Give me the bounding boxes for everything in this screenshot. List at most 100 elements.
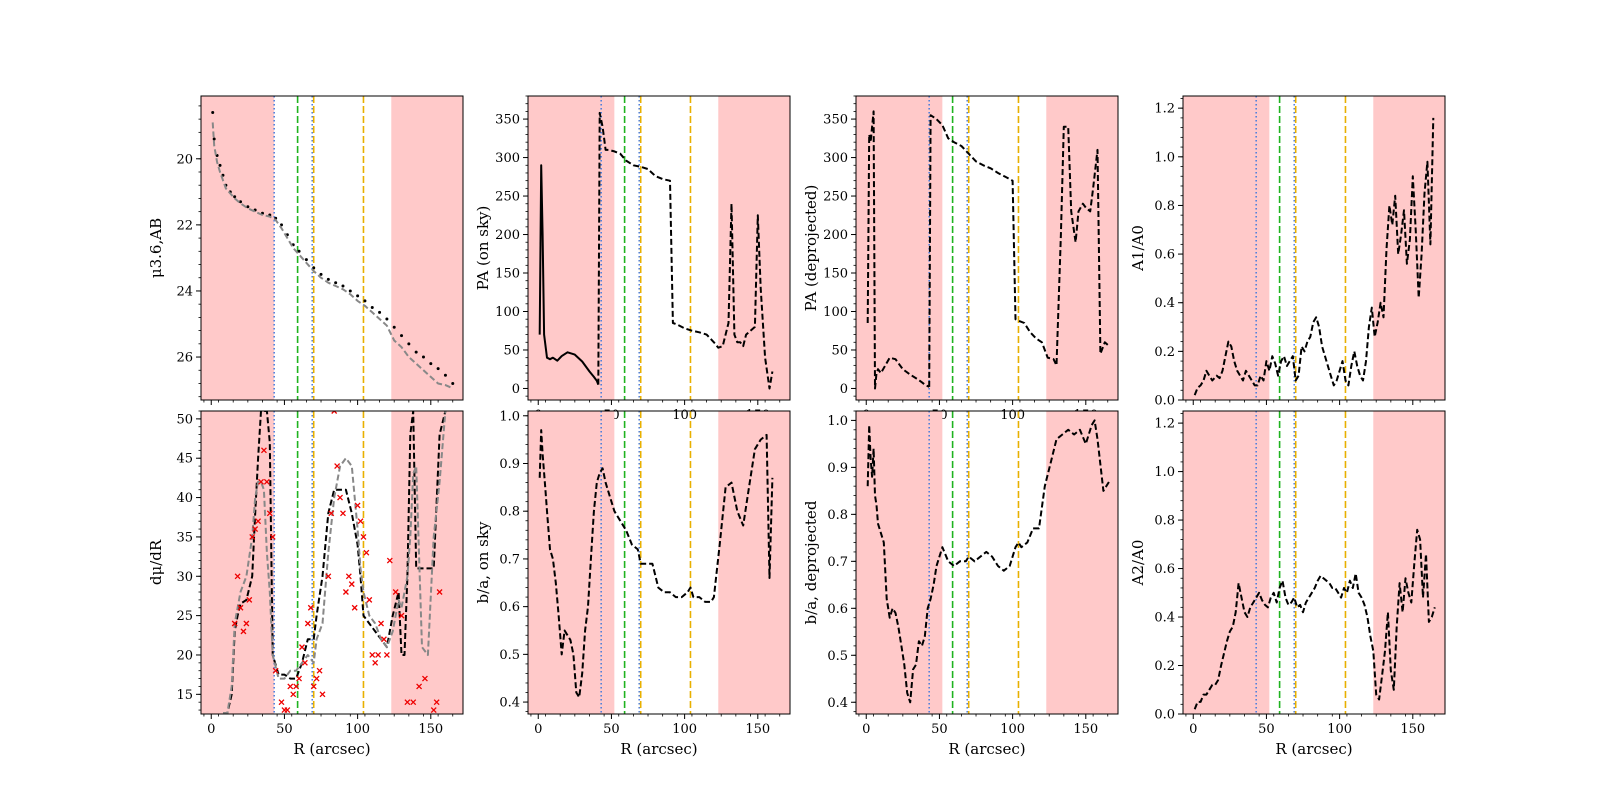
data-point [218, 163, 222, 167]
cross-point [272, 667, 279, 674]
cross-point [258, 478, 264, 485]
data-point [212, 137, 216, 141]
panel-pa-deprojected: 050100150200250300350050100150PA (deproj… [802, 95, 1119, 423]
y-axis-label: A2/A0 [1129, 540, 1147, 587]
cross-point [296, 675, 303, 682]
cross-point [284, 707, 291, 714]
data-point [239, 200, 243, 204]
data-point [421, 355, 425, 359]
panel-surface-brightness: 20 22 24 26 μ3.6,AB [147, 95, 464, 405]
x-tick-label: 50 [1258, 722, 1275, 737]
data-point [392, 325, 396, 329]
data-point [429, 362, 433, 366]
y-tick-label: 1.2 [1154, 417, 1175, 432]
x-tick-label: 150 [418, 722, 443, 737]
y-tick-label: 20 [176, 648, 193, 663]
panel-ba-deprojected: 0.4 0.5 0.6 0.7 0.8 0.9 1.0 0 50 100 150 R (arcsec)… [802, 410, 1119, 758]
series-line-1 [538, 164, 600, 385]
panel-pa-on-sky: 050100150200250300350050100150PA (on sky… [474, 95, 791, 423]
y-axis-label: PA (on sky) [474, 206, 492, 291]
shaded-region-2 [1046, 411, 1118, 714]
cross-point [381, 636, 387, 643]
cross-point [316, 667, 323, 674]
axes-frame [200, 410, 464, 715]
cross-point [304, 620, 311, 627]
axes-frame [1182, 95, 1446, 401]
cross-point [372, 659, 379, 666]
shaded-region-1 [201, 411, 275, 714]
y-tick-label: 250 [495, 190, 520, 205]
x-tick-label: 100 [1000, 722, 1025, 737]
x-tick-label: 150 [745, 722, 770, 737]
cross-point [252, 526, 259, 533]
shaded-region-2 [1046, 96, 1118, 400]
y-tick-label: 200 [823, 228, 848, 243]
cross-point [290, 691, 297, 698]
cross-point [325, 573, 332, 580]
x-tick-label: 150 [1073, 722, 1098, 737]
y-tick-label: 0.4 [1154, 296, 1175, 311]
x-axis-label: R (arcsec) [293, 740, 370, 758]
shaded-region-2 [718, 411, 790, 714]
axes-frame [527, 410, 791, 715]
cross-point [421, 675, 428, 682]
x-tick-label: 100 [672, 722, 697, 737]
cross-point [398, 612, 405, 619]
y-tick-label: 300 [823, 151, 848, 166]
y-tick-label: 1.0 [1154, 465, 1175, 480]
y-tick-label: 50 [503, 343, 520, 358]
data-point [370, 305, 374, 309]
cross-point [340, 510, 346, 517]
series-line-1 [866, 110, 930, 390]
panel-ba-on-sky: 0.4 0.5 0.6 0.7 0.8 0.9 1.0 0 50 100 150 R (arcsec)… [474, 409, 791, 758]
x-axis-label: R (arcsec) [948, 740, 1025, 758]
cross-point [331, 411, 338, 414]
y-tick-label: 15 [176, 688, 193, 703]
y-tick-label: 0.6 [499, 600, 520, 615]
y-tick-label: 50 [831, 343, 848, 358]
y-tick-label: 0.8 [1154, 199, 1175, 214]
cross-point [334, 463, 341, 470]
x-tick-label: 0 [534, 722, 542, 737]
cross-point [392, 589, 399, 595]
data-point [304, 258, 308, 262]
y-tick-label: 0.9 [827, 461, 848, 476]
y-tick-label: 0.2 [1154, 659, 1175, 674]
y-tick-label: 100 [495, 305, 520, 320]
cross-point [430, 707, 437, 714]
x-tick-label: 100 [1000, 408, 1025, 423]
cross-point [301, 659, 308, 666]
y-tick-label: 0.6 [1154, 248, 1175, 263]
y-tick-label: 0.8 [1154, 514, 1175, 529]
y-tick-label: 26 [176, 351, 193, 366]
cross-point [310, 683, 317, 690]
axes-frame [1182, 410, 1446, 715]
y-tick-label: 20 [176, 152, 193, 167]
y-tick-label: 1.0 [499, 409, 520, 424]
cross-point [260, 447, 267, 454]
y-tick-label: 0.5 [827, 649, 848, 664]
x-axis-label: R (arcsec) [1275, 740, 1352, 758]
cross-point [386, 557, 393, 564]
data-point [334, 281, 338, 285]
shaded-region-1 [1183, 96, 1270, 400]
series-line-2 [928, 114, 1110, 387]
data-point [407, 342, 411, 346]
cross-point [342, 589, 349, 595]
data-point [211, 111, 215, 115]
data-point [378, 310, 382, 314]
data-point [363, 299, 367, 303]
cross-point [351, 604, 358, 611]
data-point [348, 289, 352, 293]
cross-point [266, 510, 273, 517]
cross-point [263, 478, 270, 485]
y-tick-label: 350 [495, 113, 520, 128]
x-tick-label: 50 [931, 722, 948, 737]
cross-point [433, 699, 440, 706]
y-tick-label: 0.8 [499, 505, 520, 520]
cross-point [237, 604, 244, 611]
series-line-1 [1193, 117, 1435, 396]
data-point [443, 373, 447, 377]
y-axis-label: PA (deprojected) [802, 185, 820, 312]
y-tick-label: 40 [176, 491, 193, 506]
